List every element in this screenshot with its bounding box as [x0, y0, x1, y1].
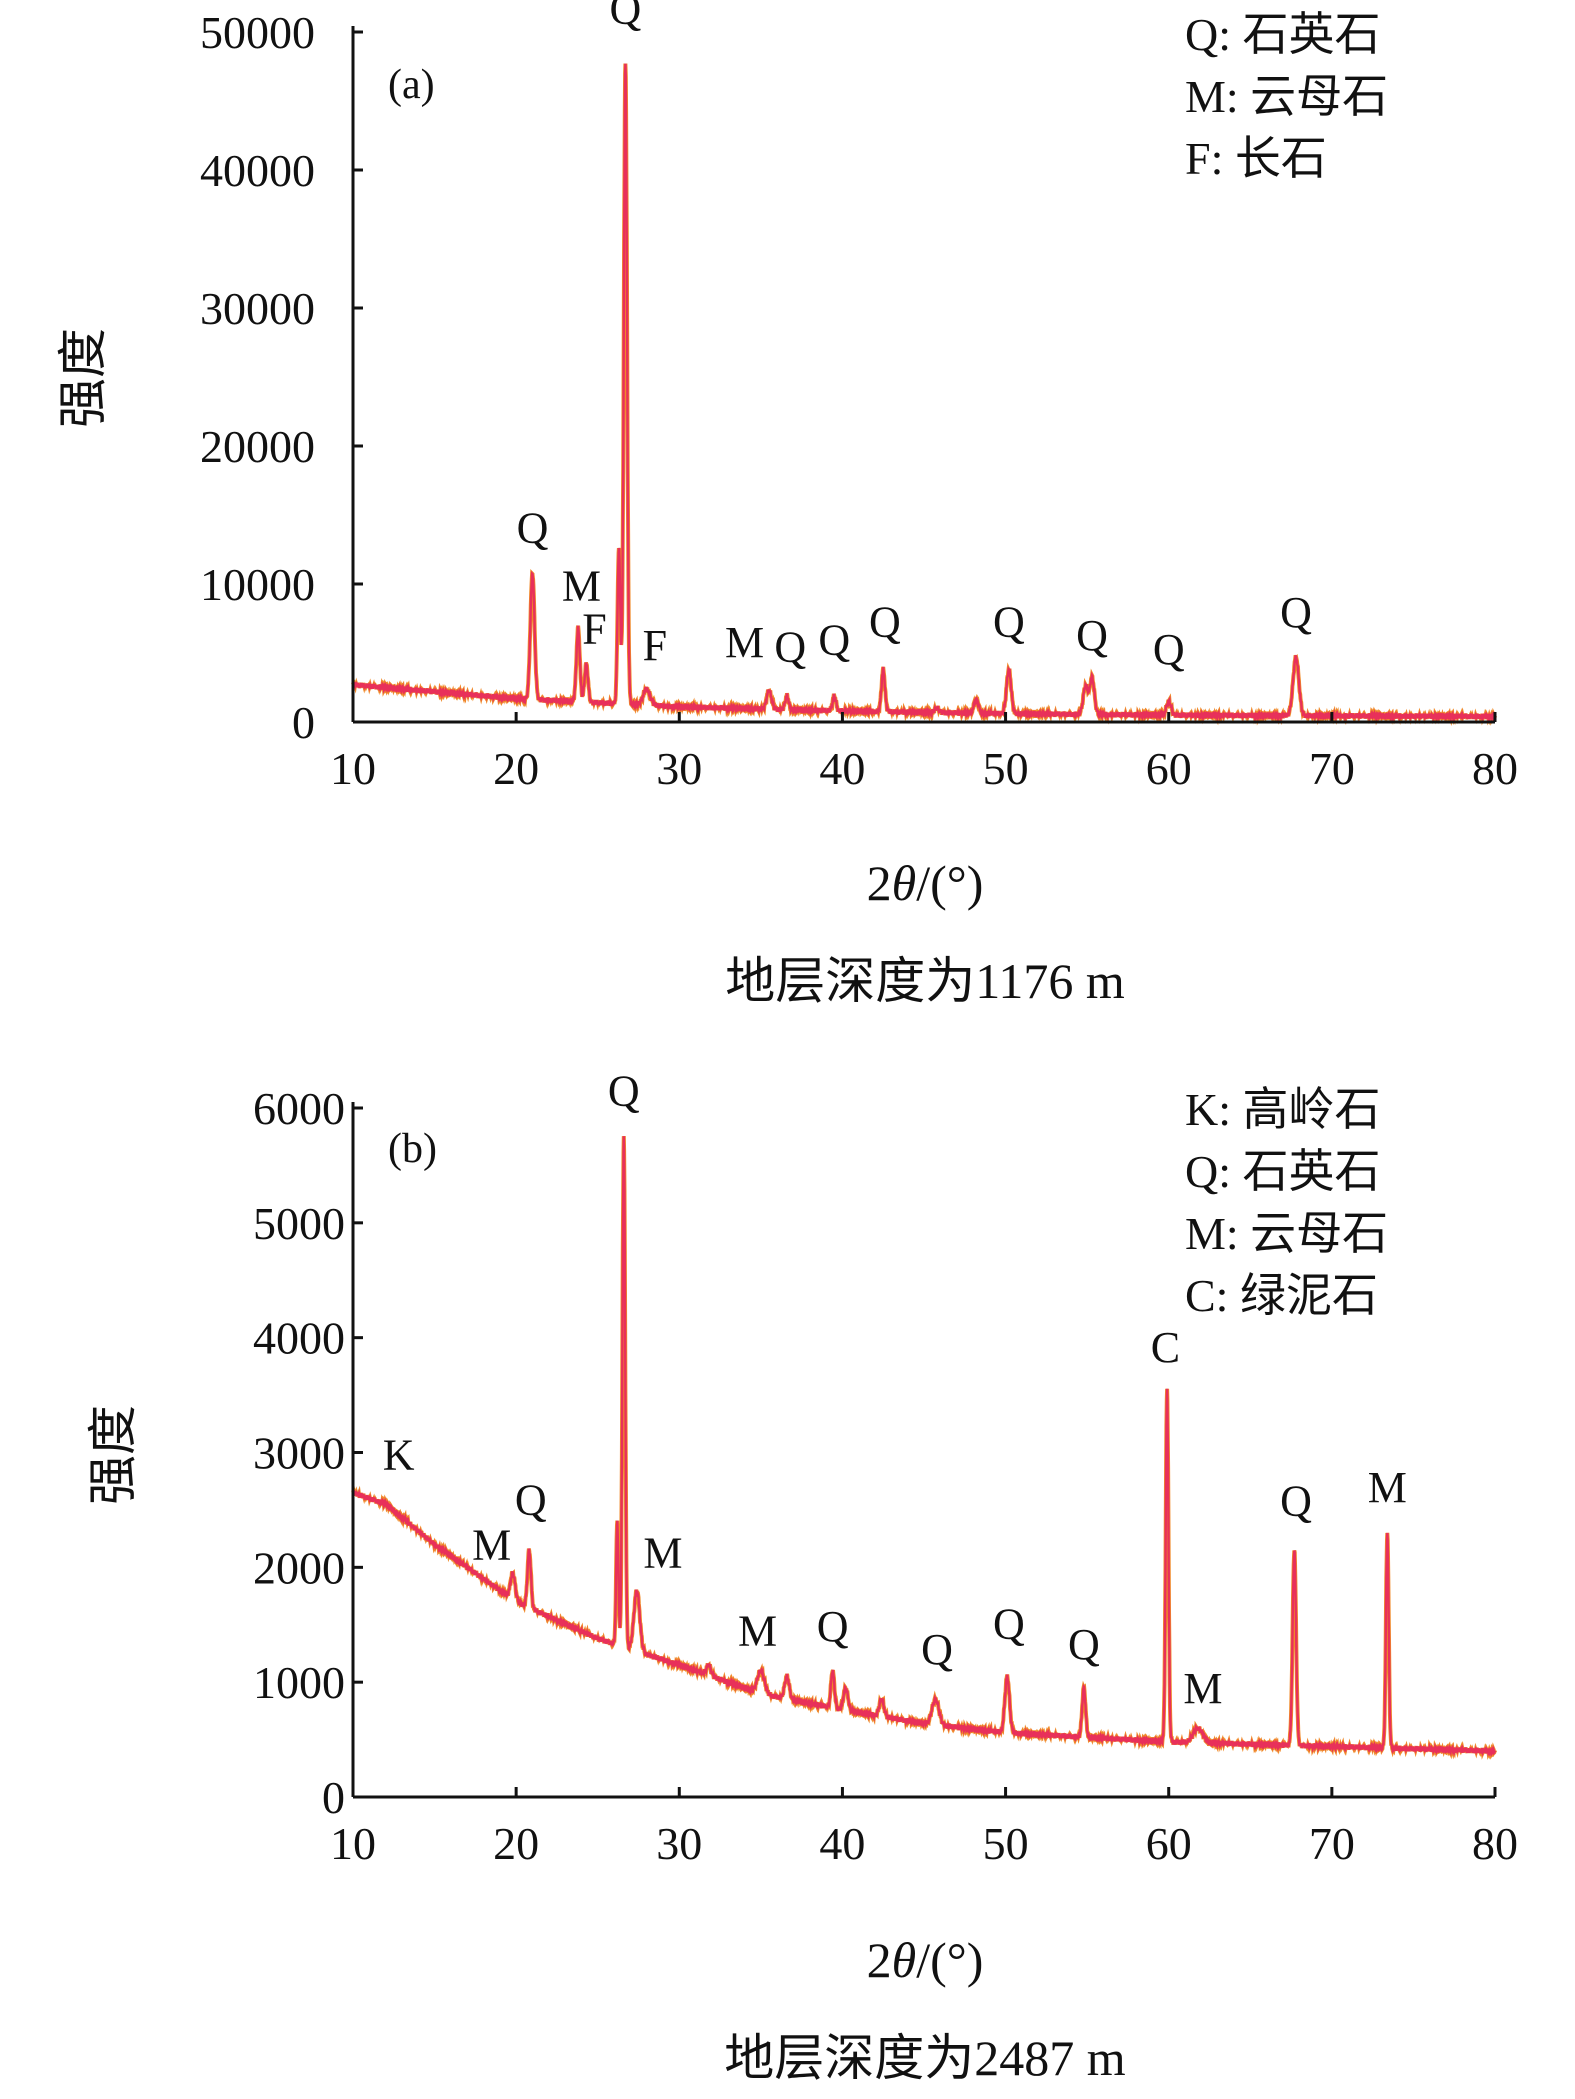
spectrum-line — [351, 1136, 1497, 1758]
y-tick-label: 3000 — [253, 1428, 345, 1479]
peak-label: Q — [817, 1602, 849, 1651]
panel-b-legend: K: 高岭石 Q: 石英石 M: 云母石 C: 绿泥石 — [1185, 1084, 1388, 1321]
peak-label: M — [472, 1520, 511, 1569]
peak-label: Q — [1153, 625, 1185, 674]
x-tick-label: 20 — [493, 1818, 539, 1869]
peak-label: M — [1183, 1664, 1222, 1713]
x-axis-title-theta: θ — [892, 1932, 917, 1988]
panel-b: 0 1000 2000 3000 4000 5000 6000 10 20 30 40 50 60 70… — [85, 1067, 1518, 2086]
peak-label: Q — [774, 622, 806, 671]
legend-item: Q: 石英石 — [1185, 9, 1381, 60]
peak-label: Q — [993, 1600, 1025, 1649]
x-tick-label: 80 — [1472, 743, 1518, 794]
x-axis-title-suffix: /(°) — [916, 855, 983, 911]
legend-item: M: 云母石 — [1185, 1208, 1388, 1259]
y-tick-label: 20000 — [200, 421, 315, 472]
x-tick-label: 40 — [819, 1818, 865, 1869]
panel-b-y-axis-title: 强度 — [85, 1405, 141, 1505]
y-tick-label: 30000 — [200, 283, 315, 334]
peak-label: F — [643, 621, 667, 670]
panel-b-spectrum — [351, 1136, 1497, 1761]
peak-label: C — [1151, 1323, 1180, 1372]
panel-a-y-axis-title: 强度 — [55, 328, 111, 428]
legend-item: K: 高岭石 — [1185, 1084, 1381, 1135]
peak-label: Q — [515, 1476, 547, 1525]
x-tick-label: 40 — [819, 743, 865, 794]
legend-item: M: 云母石 — [1185, 71, 1388, 122]
x-tick-label: 10 — [330, 1818, 376, 1869]
x-tick-label: 10 — [330, 743, 376, 794]
y-tick-label: 10000 — [200, 559, 315, 610]
peak-label: Q — [610, 0, 642, 34]
peak-label: M — [725, 618, 764, 667]
x-tick-label: 50 — [983, 743, 1029, 794]
peak-label: M — [738, 1606, 777, 1655]
peak-label: Q — [1280, 1477, 1312, 1526]
x-tick-label: 70 — [1309, 1818, 1355, 1869]
panel-b-axes — [351, 1102, 1495, 1799]
x-axis-title-prefix: 2 — [867, 1932, 892, 1988]
panel-a-axes — [351, 26, 1495, 724]
peak-label: Q — [869, 597, 901, 646]
y-tick-label: 1000 — [253, 1657, 345, 1708]
y-tick-label: 0 — [292, 697, 315, 748]
y-tick-label: 0 — [322, 1772, 345, 1823]
peak-label: M — [1368, 1463, 1407, 1512]
peak-label: M — [562, 562, 601, 611]
x-axis-title-suffix: /(°) — [916, 1932, 983, 1988]
x-axis-title-theta: θ — [892, 855, 917, 911]
panel-b-x-ticks: 10 20 30 40 50 60 70 80 — [330, 1787, 1518, 1869]
peak-label: Q — [517, 504, 549, 553]
y-tick-label: 6000 — [253, 1083, 345, 1134]
panel-a-x-ticks: 10 20 30 40 50 60 70 80 — [330, 712, 1518, 794]
panel-b-x-axis-title: 2θ/(°) — [867, 1932, 984, 1988]
legend-item: Q: 石英石 — [1185, 1146, 1381, 1197]
panel-b-label: (b) — [388, 1126, 437, 1172]
y-tick-label: 2000 — [253, 1542, 345, 1593]
panel-a-legend: Q: 石英石 M: 云母石 F: 长石 — [1185, 9, 1388, 184]
peak-label: F — [582, 604, 606, 653]
x-tick-label: 20 — [493, 743, 539, 794]
x-axis-title-prefix: 2 — [867, 855, 892, 911]
y-tick-label: 5000 — [253, 1198, 345, 1249]
y-tick-label: 40000 — [200, 145, 315, 196]
peak-label: Q — [921, 1625, 953, 1674]
legend-item: F: 长石 — [1185, 133, 1327, 184]
x-tick-label: 30 — [656, 1818, 702, 1869]
x-tick-label: 70 — [1309, 743, 1355, 794]
peak-label: K — [383, 1431, 415, 1480]
x-tick-label: 60 — [1146, 1818, 1192, 1869]
panel-a-spectrum — [351, 63, 1497, 726]
peak-label: Q — [993, 597, 1025, 646]
x-tick-label: 80 — [1472, 1818, 1518, 1869]
legend-item: C: 绿泥石 — [1185, 1270, 1378, 1321]
y-tick-label: 4000 — [253, 1313, 345, 1364]
panel-b-y-ticks: 0 1000 2000 3000 4000 5000 6000 — [253, 1083, 363, 1823]
y-tick-label: 50000 — [200, 7, 315, 58]
panel-a-label: (a) — [388, 62, 435, 108]
x-tick-label: 30 — [656, 743, 702, 794]
panel-b-caption: 地层深度为2487 m — [724, 2030, 1125, 2086]
peak-label: Q — [1076, 611, 1108, 660]
panel-a-y-ticks: 0 10000 20000 30000 40000 50000 — [200, 7, 363, 748]
panel-a: 0 10000 20000 30000 40000 50000 10 20 30 40 50 60 7… — [55, 0, 1518, 1009]
panel-a-x-axis-title: 2θ/(°) — [867, 855, 984, 911]
peak-label: Q — [818, 615, 850, 664]
x-tick-label: 60 — [1146, 743, 1192, 794]
x-tick-label: 50 — [983, 1818, 1029, 1869]
spectrum-line — [351, 63, 1497, 724]
peak-label: Q — [608, 1067, 640, 1116]
panel-a-caption: 地层深度为1176 m — [725, 953, 1125, 1009]
peak-label: M — [643, 1528, 682, 1577]
peak-label: Q — [1068, 1620, 1100, 1669]
peak-label: Q — [1280, 588, 1312, 637]
